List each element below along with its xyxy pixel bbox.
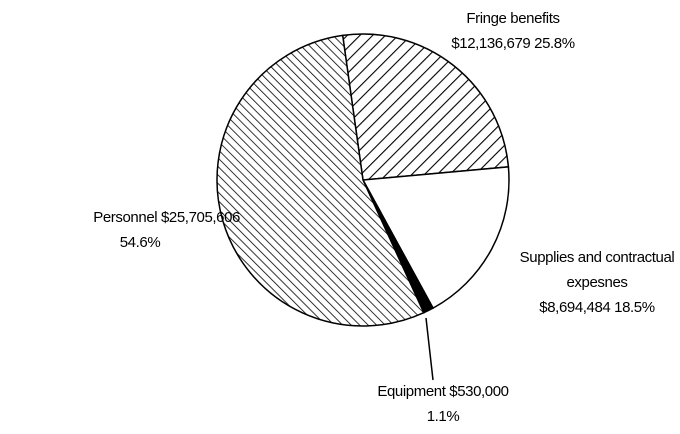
- pie-slice: [216, 34, 425, 327]
- value-label: $25,705,606: [160, 209, 240, 226]
- percentage-label: 25.8%: [534, 35, 575, 52]
- percentage-label: 54.6%: [119, 234, 161, 251]
- label-line: $12,136,679 25.8%: [413, 31, 613, 56]
- label-line: 54.6%: [0, 230, 240, 255]
- label-line: Supplies and contractual expesnes: [515, 245, 680, 295]
- label-line: Equipment $530,000: [333, 379, 553, 404]
- category-label: Equipment: [377, 383, 446, 400]
- label-line: $8,694,484 18.5%: [497, 295, 680, 320]
- value-label: $12,136,679: [451, 35, 531, 52]
- value-label: $8,694,484: [539, 299, 611, 316]
- percentage-label: 1.1%: [426, 408, 460, 425]
- pie-slice: [341, 33, 510, 181]
- slice-label: Equipment $530,000 1.1%: [333, 379, 553, 429]
- label-line: Personnel $25,705,606: [0, 205, 240, 230]
- slice-label: Fringe benefits $12,136,679 25.8%: [413, 6, 613, 56]
- pie-slice: [361, 166, 510, 310]
- label-line: 1.1%: [333, 404, 553, 429]
- label-line: Fringe benefits: [413, 6, 613, 31]
- category-label: Fringe benefits: [466, 10, 560, 27]
- category-label: Supplies and contractual expesnes: [519, 249, 675, 291]
- leader-line: [425, 317, 434, 381]
- value-label: $530,000: [449, 383, 509, 400]
- category-label: Personnel: [93, 209, 158, 226]
- percentage-label: 18.5%: [614, 299, 655, 316]
- slice-label: Supplies and contractual expesnes $8,694,…: [497, 245, 680, 320]
- slice-label: Personnel $25,705,606 54.6%: [0, 205, 240, 255]
